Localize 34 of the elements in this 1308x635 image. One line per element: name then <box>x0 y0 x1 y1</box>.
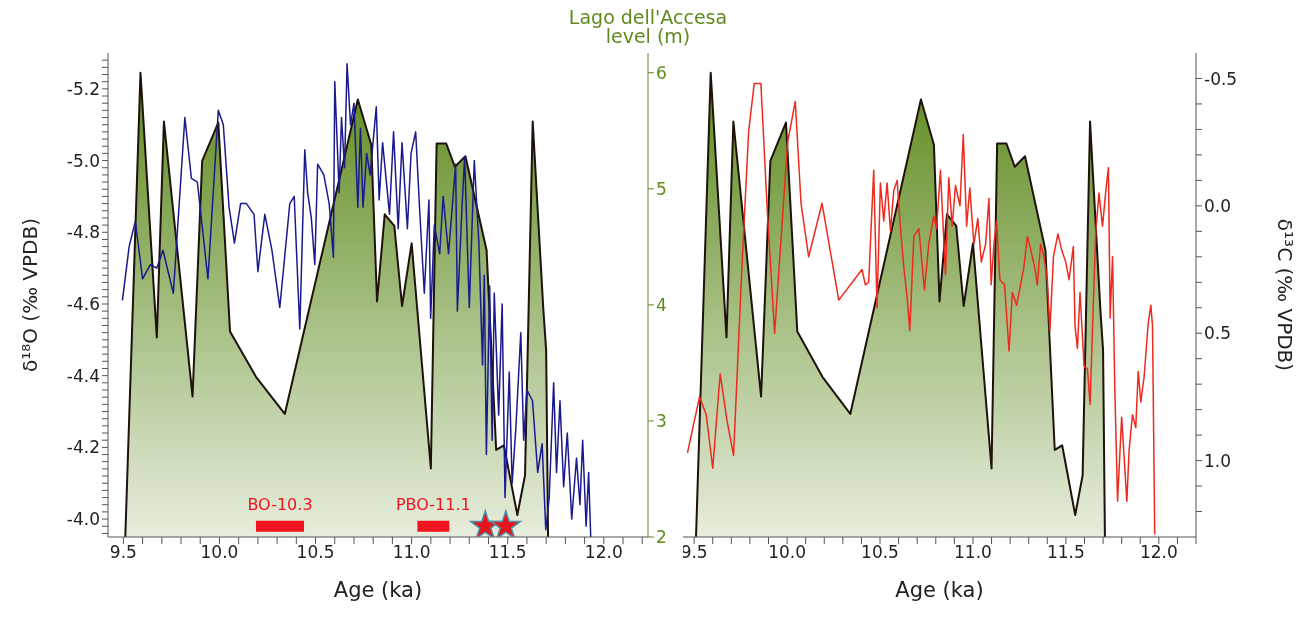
x-tick-label: 12.0 <box>584 542 623 563</box>
y-tick-label: -4.2 <box>66 437 100 458</box>
x-tick-label: 11.5 <box>1046 542 1085 563</box>
y-tick-label: -5.0 <box>66 150 100 171</box>
y-tick-label: -0.5 <box>1204 68 1238 89</box>
y-tick-label: 1.0 <box>1204 450 1232 471</box>
y-tick-label: 0.0 <box>1204 195 1232 216</box>
x-tick-label: 10.0 <box>200 542 239 563</box>
y-tick-label: -4.4 <box>66 365 100 386</box>
y-axis-title: δ¹³C (‰ VPDB) <box>1273 218 1297 372</box>
y2-tick-label: 5 <box>656 178 667 199</box>
x-tick-label: 11.0 <box>954 542 992 563</box>
x-axis-title: Age (ka) <box>895 578 984 602</box>
x-tick-label: 10.5 <box>861 542 899 563</box>
y2-tick-label: 2 <box>656 527 667 548</box>
y-tick-label: 0.5 <box>1204 323 1232 344</box>
y-tick-label: -5.2 <box>66 78 100 99</box>
x-tick-label: 11.5 <box>488 542 527 563</box>
series-label: BO-10.3 <box>247 495 313 515</box>
y-tick-label: -4.0 <box>66 509 100 530</box>
x-axis-title: Age (ka) <box>333 578 423 602</box>
y2-tick-label: 4 <box>656 294 667 315</box>
x-tick-label: 9.5 <box>109 542 137 563</box>
x-tick-label: 12.0 <box>1139 542 1178 563</box>
y2-tick-label: 6 <box>656 62 667 83</box>
y2-tick-label: 3 <box>656 410 667 431</box>
y-axis-title: δ¹⁸O (‰ VPDB) <box>18 217 42 373</box>
y-tick-label: -4.8 <box>66 222 100 243</box>
x-tick-label: 10.0 <box>768 542 807 563</box>
x-tick-label: 11.0 <box>392 542 431 563</box>
x-tick-label: 10.5 <box>296 542 335 563</box>
series-label: PBO-11.1 <box>395 495 471 515</box>
y-tick-label: -4.6 <box>66 294 100 314</box>
y2-axis-title: Lago dell'Accesa level (m) <box>568 6 728 47</box>
